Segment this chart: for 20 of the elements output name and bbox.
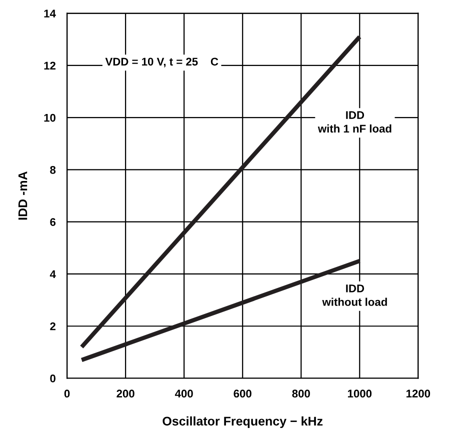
y-tick-label: 4 <box>50 270 56 278</box>
x-tick-label: 800 <box>292 390 310 398</box>
series-label: IDD with 1 nF load <box>318 111 392 133</box>
x-tick-label: 1000 <box>348 390 372 398</box>
y-tick-label: 14 <box>44 10 56 18</box>
y-axis-title: IDD -mA <box>18 171 28 220</box>
annotation: VDD = 10 V, t = 25 C <box>105 58 218 68</box>
y-tick-label: 12 <box>44 62 56 70</box>
x-tick-label: 600 <box>234 390 252 398</box>
x-tick-label: 200 <box>116 390 134 398</box>
y-tick-label: 2 <box>50 322 56 330</box>
y-tick-label: 10 <box>44 114 56 122</box>
y-tick-label: 8 <box>50 166 56 174</box>
x-tick-label: 0 <box>64 390 70 398</box>
series-label: IDD without load <box>322 284 387 306</box>
x-tick-label: 1200 <box>406 390 430 398</box>
x-axis-title: Oscillator Frequency − kHz <box>162 416 323 428</box>
x-tick-label: 400 <box>174 390 193 398</box>
y-tick-label: 6 <box>50 218 56 226</box>
y-tick-label: 0 <box>50 374 56 382</box>
